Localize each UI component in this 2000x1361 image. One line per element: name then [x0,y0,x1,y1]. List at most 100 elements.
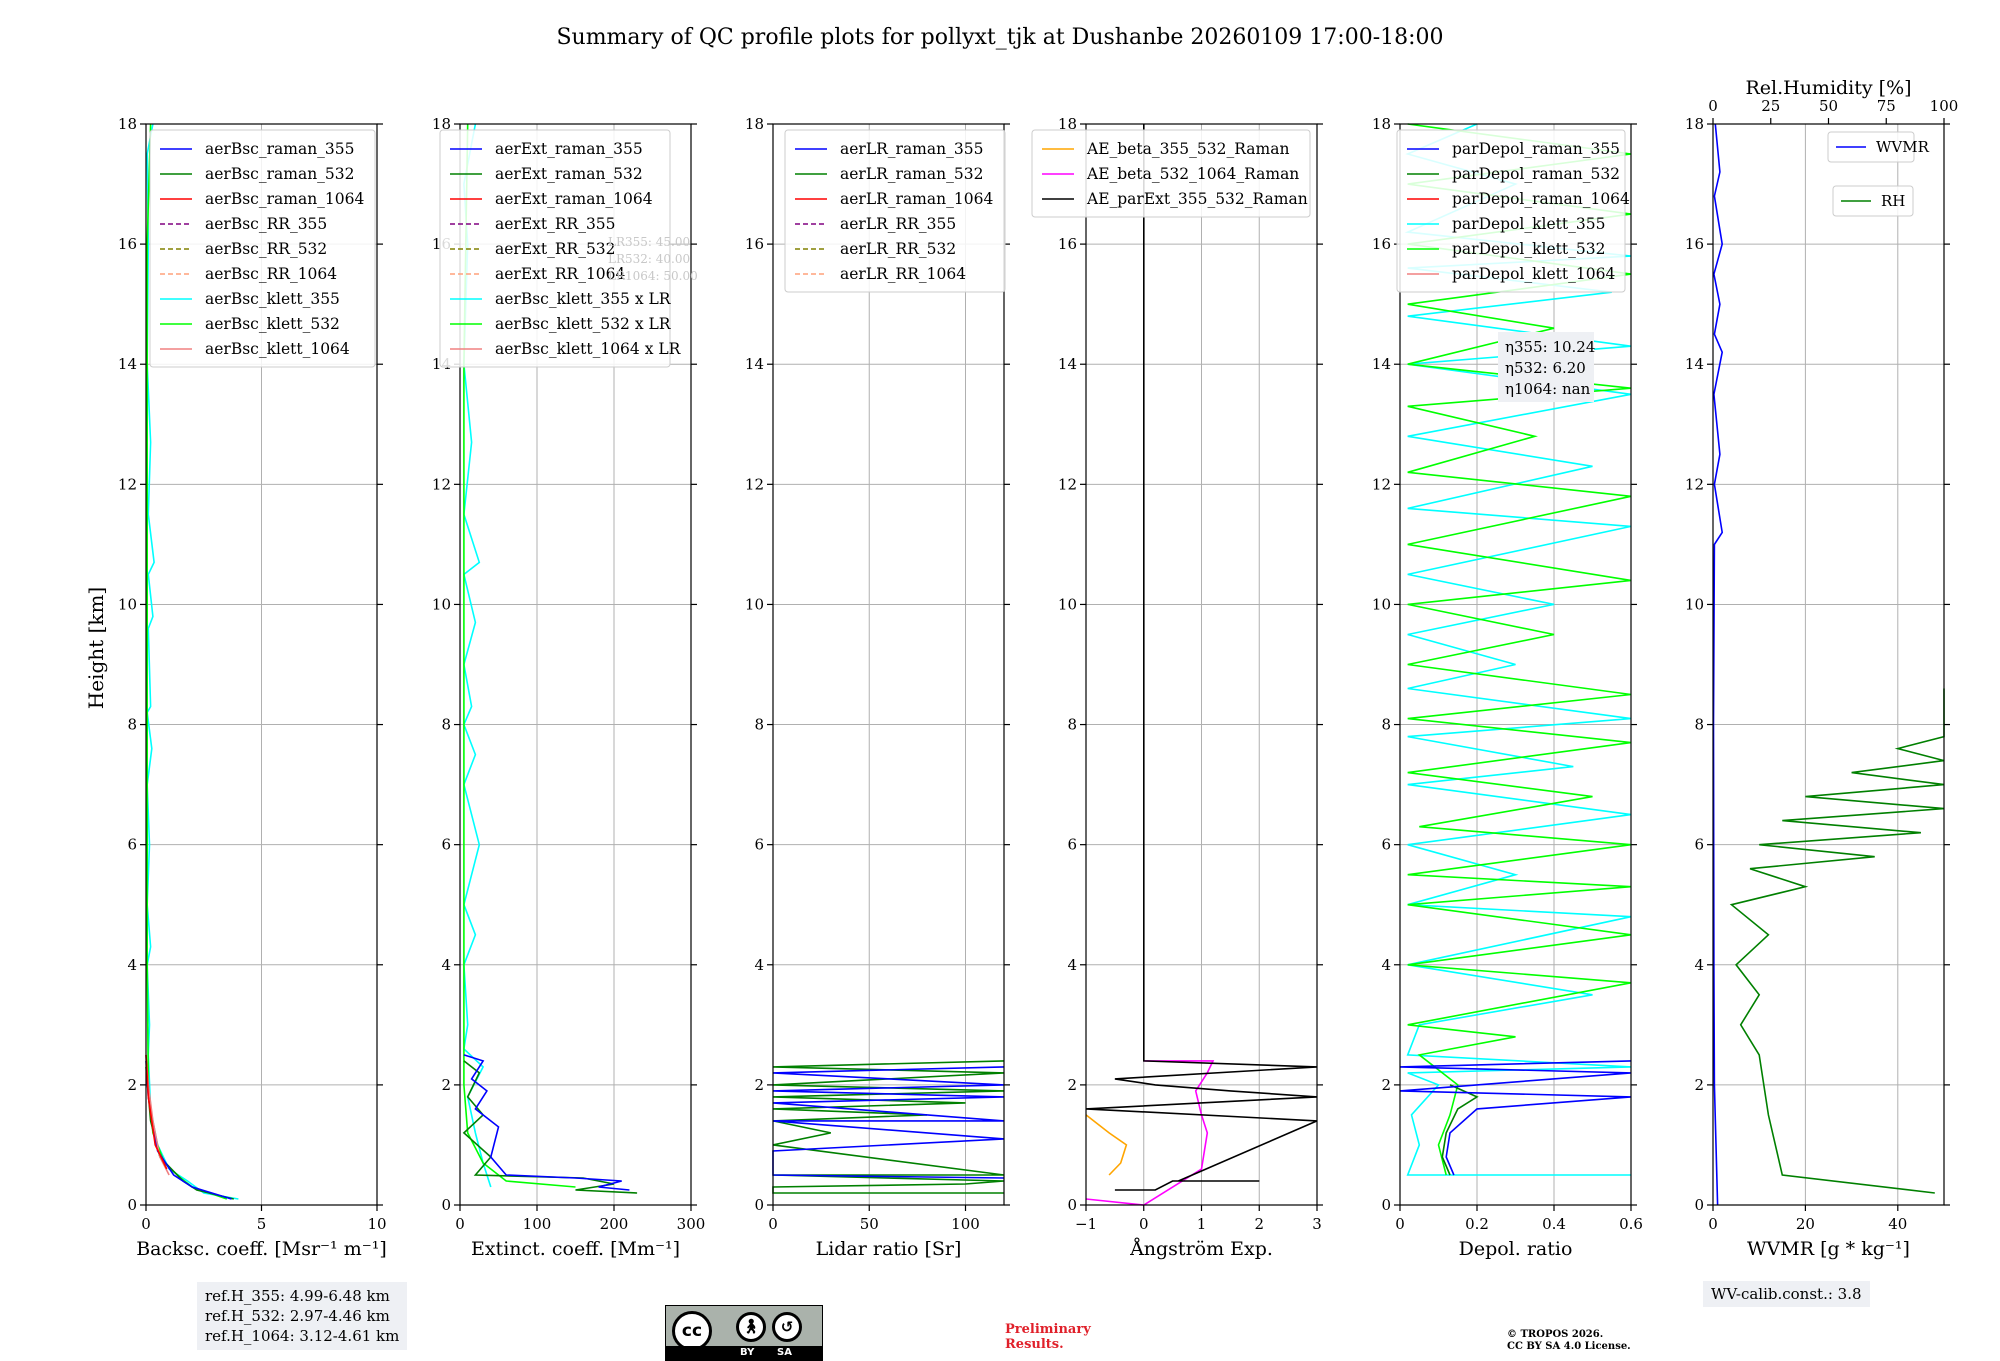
y-tick-label: 6 [1067,836,1077,854]
y-tick-label: 2 [1694,1076,1704,1094]
legend-label: aerLR_raman_355 [840,140,983,158]
y-tick-label: 10 [745,595,764,613]
wv-calibration-box: WV-calib.const.: 3.8 [1703,1281,1870,1307]
lidar-ratio-annotation: LR355: 45.00 [608,235,690,249]
legend-label: WVMR [1876,138,1930,156]
copyright-note: © TROPOS 2026. CC BY SA 4.0 License. [1507,1329,1631,1353]
y-tick-label: 12 [432,475,451,493]
x-tick-label: 10 [367,1215,386,1233]
lidar-ratio-annotation: LR532: 40.00 [608,252,690,266]
legend-label: aerBsc_klett_355 x LR [495,290,672,308]
x-tick-label: 40 [1888,1215,1907,1233]
cc-logo-text: cc [681,1321,703,1341]
y-tick-label: 6 [754,836,764,854]
panel-bsc: 0 5 10 0 2 4 6 8 10 12 14 16 18 Backsc. coeff. [Msr⁻¹… [118,115,387,1260]
person-icon: 🚶︎ [736,1312,766,1342]
plot-frame [1712,123,1945,1206]
legend-label: parDepol_raman_1064 [1452,190,1630,208]
y-tick-label: 18 [432,115,451,133]
x-tick-label: 0 [1708,1215,1718,1233]
panel-lr: 0 50 100 0 2 4 6 8 10 12 14 16 18 Lidar ratio [Sr] aer… [745,115,1010,1260]
legend-label: aerBsc_RR_355 [205,215,327,233]
legend-label: parDepol_raman_355 [1452,140,1620,158]
panel-ext: 0100200300024681012141618Extinct. coeff.… [432,115,705,1260]
legend-label: aerBsc_klett_1064 [205,340,350,358]
y-tick-label: 18 [1058,115,1077,133]
copyright-line1: © TROPOS 2026. [1507,1329,1604,1340]
x-axis-label: Extinct. coeff. [Mm⁻¹] [471,1238,680,1260]
ref-height-1064: ref.H_1064: 3.12-4.61 km [205,1327,400,1345]
eta-annotation: η532: 6.20 [1505,359,1586,377]
series-line-RH [1729,688,1945,1194]
series-line-parDepol_raman_355 [1399,1060,1632,1176]
legend-label: aerExt_RR_1064 [495,265,626,283]
y-tick-label: 4 [127,956,137,974]
x-axis-label: Lidar ratio [Sr] [816,1238,962,1260]
legend-label: aerBsc_klett_532 x LR [495,315,672,333]
y-tick-label: 6 [127,836,137,854]
y-tick-label: 18 [745,115,764,133]
series-line-parDepol_raman_532 [1441,1084,1479,1176]
legend-label: parDepol_klett_355 [1452,215,1605,233]
series-line-WVMR [1712,123,1724,1206]
y-tick-label: 10 [1058,595,1077,613]
y-tick-label: 4 [441,956,451,974]
eta-box-background [1498,332,1594,402]
legend-label: aerBsc_klett_355 [205,290,340,308]
legend-frame [1396,129,1626,293]
legend-label: AE_beta_355_532_Raman [1086,140,1289,158]
ref-height-532: ref.H_532: 2.97-4.46 km [205,1307,390,1325]
legend: parDepol_raman_355 parDepol_raman_532 parD… [1396,129,1630,293]
legend-label: aerBsc_raman_532 [205,165,355,183]
y-tick-label: 0 [1381,1196,1391,1214]
series-line-AE_beta_532_1064_Raman [1085,1060,1215,1206]
legend-label: aerExt_raman_1064 [495,190,653,208]
legend-label: aerLR_RR_532 [840,240,956,258]
legend-label: aerExt_raman_355 [495,140,643,158]
cc-badge-band [666,1346,822,1360]
x-tick-label: 0 [1139,1215,1149,1233]
y-tick-label: 6 [1381,836,1391,854]
eta-annotation: η355: 10.24 [1505,338,1595,356]
x-tick-label: 300 [677,1215,706,1233]
y-tick-label: 8 [1067,716,1077,734]
y-tick-label: 10 [1685,595,1704,613]
y-tick-label: 14 [1058,355,1077,373]
y-tick-label: 18 [1372,115,1391,133]
y-tick-label: 0 [441,1196,451,1214]
series-line-aerLR_raman_532 [772,1060,1005,1194]
legend-frame [1031,129,1311,218]
x-axis-label: Depol. ratio [1459,1238,1573,1260]
y-tick-label: 8 [1381,716,1391,734]
x-tick-label: −1 [1075,1215,1097,1233]
y-tick-label: 2 [1381,1076,1391,1094]
legend: AE_beta_355_532_Raman AE_beta_532_1064_Ra… [1031,129,1311,218]
y-tick-label: 14 [1685,355,1704,373]
legend-label: parDepol_raman_532 [1452,165,1620,183]
legend-label: AE_parExt_355_532_Raman [1086,190,1308,208]
y-tick-label: 2 [1067,1076,1077,1094]
legend-label: aerBsc_klett_1064 x LR [495,340,682,358]
legend-label: aerExt_raman_532 [495,165,643,183]
plot-frame [459,123,692,1206]
x-tick-label: 0.2 [1465,1215,1489,1233]
x-tick-label: 0 [455,1215,465,1233]
legend-label: aerLR_RR_1064 [840,265,966,283]
y-tick-label: 8 [441,716,451,734]
y-tick-label: 0 [1694,1196,1704,1214]
x-tick-label: 0 [141,1215,151,1233]
plot-frame [1399,123,1632,1206]
top-axis-label: Rel.Humidity [%] [1745,77,1911,99]
top-tick-label: 25 [1761,97,1780,115]
y-tick-label: 10 [1372,595,1391,613]
y-tick-label: 12 [1372,475,1391,493]
legend-label: parDepol_klett_1064 [1452,265,1615,283]
x-tick-label: 20 [1796,1215,1815,1233]
y-axis-label: Height [km] [84,587,108,709]
ref-height-355: ref.H_355: 4.99-6.48 km [205,1287,390,1305]
legend: aerLR_raman_355 aerLR_raman_532 aerLR_rama… [784,129,1006,293]
figure-title: Summary of QC profile plots for pollyxt_… [556,25,1443,50]
y-tick-label: 16 [745,235,764,253]
y-tick-label: 12 [745,475,764,493]
